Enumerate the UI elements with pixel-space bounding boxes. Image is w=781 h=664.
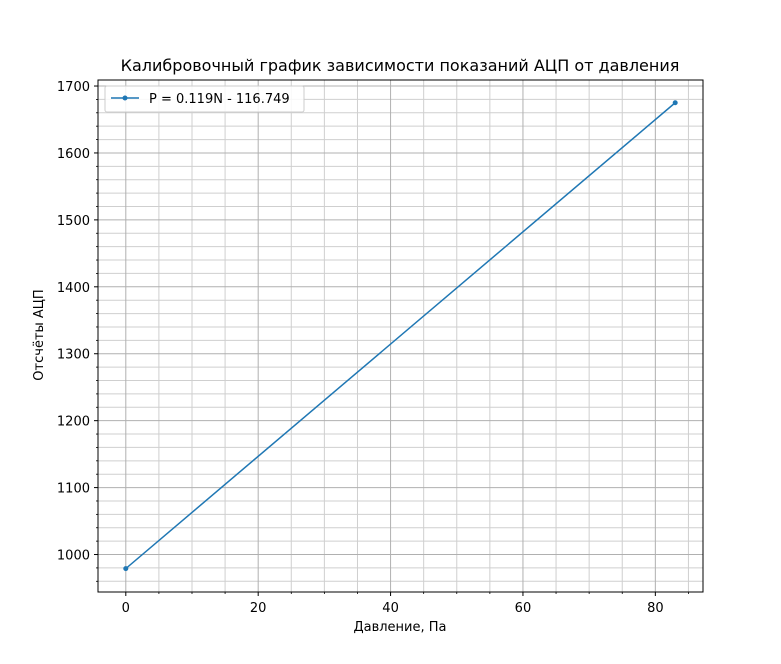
x-axis-label: Давление, Па	[353, 620, 446, 635]
x-tick-label: 80	[647, 601, 664, 616]
data-point	[123, 566, 129, 572]
legend: P = 0.119N - 116.749	[104, 85, 305, 113]
chart-title: Калибровочный график зависимости показан…	[121, 56, 680, 75]
series-line	[125, 102, 676, 570]
x-tick-label: 0	[122, 601, 130, 616]
x-tick-label: 20	[250, 601, 267, 616]
y-axis-label: Отсчёты АЦП	[32, 289, 47, 380]
y-tick-label: 1200	[57, 415, 90, 430]
major-grid	[98, 80, 703, 592]
y-tick-label: 1500	[57, 214, 90, 229]
legend-marker-swatch	[122, 95, 128, 101]
y-tick-label: 1100	[57, 482, 90, 497]
x-tick-label: 60	[515, 601, 532, 616]
y-tick-label: 1300	[57, 348, 90, 363]
y-tick-label: 1600	[57, 147, 90, 162]
x-tick-label: 40	[382, 601, 399, 616]
y-tick-label: 1400	[57, 281, 90, 296]
minor-grid	[98, 80, 703, 592]
plot-area-frame	[97, 79, 704, 593]
series-layer	[123, 100, 678, 572]
axis-ticks: 0 20 40 60 80 1000 1100 1200 1300 1400 1500 1600 170…	[57, 80, 689, 616]
y-tick-label: 1000	[57, 549, 90, 564]
legend-entry-label: P = 0.119N - 116.749	[149, 92, 290, 107]
legend-box	[104, 85, 305, 113]
y-tick-label: 1700	[57, 80, 90, 95]
data-point	[672, 100, 678, 106]
